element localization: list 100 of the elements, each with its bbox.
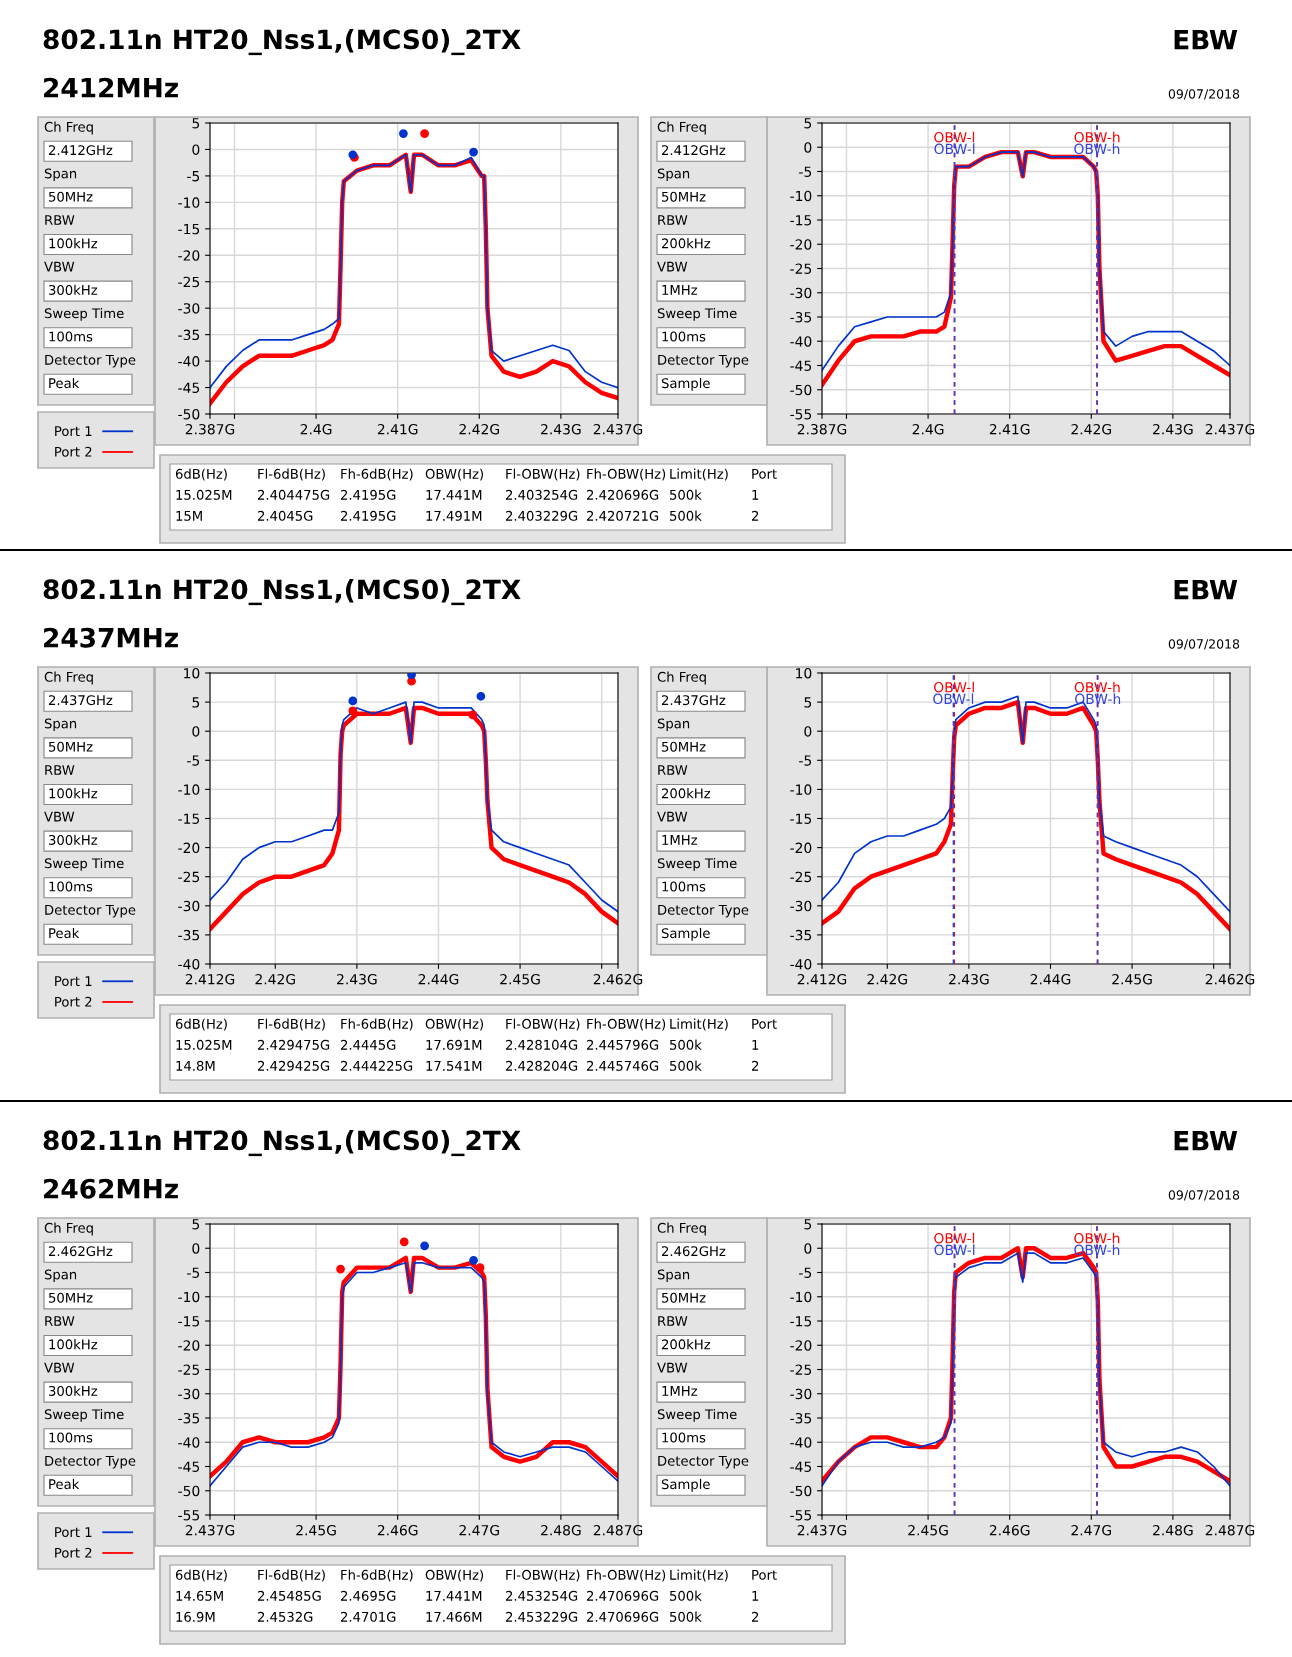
y-tick-label: -30: [790, 1388, 812, 1400]
x-tick-label: 2.437G: [593, 423, 643, 435]
text: Detector Type: [658, 355, 749, 368]
text: 17.491M: [426, 510, 482, 521]
y-tick-label: -35: [178, 329, 200, 341]
y-tick-label: 5: [192, 697, 200, 708]
y-tick-label: -30: [790, 287, 812, 299]
text: 2.470696G: [586, 1590, 659, 1601]
text: 802.11n HT20_Nss1,(MCS0)_2TX: [43, 578, 521, 606]
y-tick-label: -50: [790, 1485, 812, 1497]
text: Ch Freq: [657, 671, 706, 685]
y-tick-label: -30: [790, 900, 812, 912]
text: 2.429425G: [257, 1060, 330, 1071]
y-tick-label: -5: [187, 755, 200, 766]
y-tick-label: -25: [790, 263, 812, 274]
y-tick-label: -20: [178, 250, 200, 261]
text: VBW: [657, 1362, 688, 1373]
text: 2.4195G: [340, 489, 396, 500]
text: Sweep Time: [657, 1409, 737, 1422]
ref-line-label: OBW-l: [934, 143, 975, 155]
x-tick-label: 2.43G: [541, 423, 581, 435]
text: 17.691M: [426, 1039, 482, 1050]
text: 2.4695G: [340, 1590, 396, 1601]
ref-line-label: OBW-h: [1074, 1244, 1120, 1256]
text: 500k: [670, 489, 702, 500]
text: Fl-6dB(Hz): [258, 468, 325, 481]
y-tick-label: -10: [790, 784, 812, 795]
text: 100ms: [49, 331, 93, 342]
y-tick-label: -55: [178, 1510, 200, 1521]
x-tick-label: 2.41G: [377, 423, 418, 435]
y-tick-label: 0: [804, 726, 812, 737]
x-tick-label: 2.48G: [541, 1524, 581, 1536]
x-tick-label: 2.437G: [1205, 423, 1255, 435]
x-tick-label: 2.41G: [989, 423, 1030, 435]
y-tick-label: -55: [790, 409, 812, 420]
text: Sample: [661, 1478, 710, 1492]
y-tick-label: -45: [178, 1461, 200, 1472]
x-tick-label: 2.45G: [1112, 973, 1152, 985]
text: 2: [751, 1060, 759, 1071]
text: 1: [752, 1591, 759, 1601]
text: 2.4532G: [257, 1611, 313, 1622]
y-tick-label: 0: [192, 144, 200, 155]
x-tick-label: 2.387G: [797, 423, 847, 435]
text: RBW: [45, 215, 75, 225]
text: Ch Freq: [44, 121, 93, 135]
text: RBW: [658, 765, 688, 775]
text: 2.429475G: [257, 1039, 330, 1050]
ref-line-label: OBW-l: [934, 1232, 975, 1244]
text: 2.437GHz: [661, 695, 726, 706]
legend-label: Port 2: [55, 1547, 92, 1558]
text: RBW: [658, 215, 688, 225]
text: 2.4701G: [340, 1611, 396, 1622]
y-tick-label: -20: [178, 1340, 200, 1351]
x-tick-label: 2.43G: [949, 973, 989, 985]
text: Span: [44, 1269, 77, 1282]
text: 2: [751, 1611, 759, 1622]
text: 17.441M: [426, 1591, 482, 1601]
text: VBW: [44, 261, 75, 272]
text: 14.8M: [176, 1060, 215, 1071]
x-tick-label: 2.487G: [593, 1524, 643, 1536]
text: 2.4195G: [340, 510, 396, 521]
text: EBW: [1174, 580, 1238, 600]
text: 2.4045G: [257, 510, 313, 521]
y-tick-label: 0: [192, 1243, 200, 1254]
y-tick-label: -15: [178, 223, 200, 235]
y-tick-label: -5: [799, 166, 812, 177]
text: Fl-6dB(Hz): [258, 1018, 325, 1031]
text: Sweep Time: [657, 308, 737, 321]
text: 2.412GHz: [661, 145, 726, 156]
text: RBW: [658, 1316, 688, 1326]
text: 6dB(Hz): [175, 468, 227, 481]
y-tick-label: -15: [790, 813, 812, 824]
text: 100ms: [662, 881, 706, 892]
text: 09/07/2018: [1168, 89, 1240, 100]
y-tick-label: -30: [178, 303, 200, 314]
text: 2.470696G: [586, 1611, 659, 1622]
x-tick-label: 2.437G: [185, 1524, 235, 1536]
text: 2.444225G: [340, 1060, 413, 1071]
y-tick-label: -10: [178, 197, 200, 208]
x-tick-label: 2.42G: [255, 973, 295, 985]
text: 100ms: [662, 331, 706, 342]
text: Fh-OBW(Hz): [587, 468, 666, 481]
text: Limit(Hz): [670, 1018, 728, 1031]
text: Detector Type: [45, 355, 136, 368]
text: 1MHz: [662, 835, 698, 845]
y-tick-label: -40: [790, 336, 812, 347]
ref-line-label: OBW-h: [1074, 143, 1120, 155]
text: Port: [752, 1570, 777, 1580]
text: 17.541M: [426, 1061, 482, 1071]
y-tick-label: 5: [192, 118, 200, 129]
text: 200kHz: [661, 1339, 711, 1350]
text: 500k: [670, 1590, 702, 1601]
text: 50MHz: [49, 741, 93, 752]
text: Ch Freq: [44, 671, 93, 685]
text: Limit(Hz): [670, 468, 728, 481]
ref-line-label: OBW-h: [1074, 131, 1120, 143]
ref-line-label: OBW-l: [933, 693, 974, 705]
text: Fh-OBW(Hz): [587, 1018, 666, 1031]
text: 100kHz: [49, 238, 98, 249]
ref-line-label: OBW-l: [934, 681, 974, 693]
